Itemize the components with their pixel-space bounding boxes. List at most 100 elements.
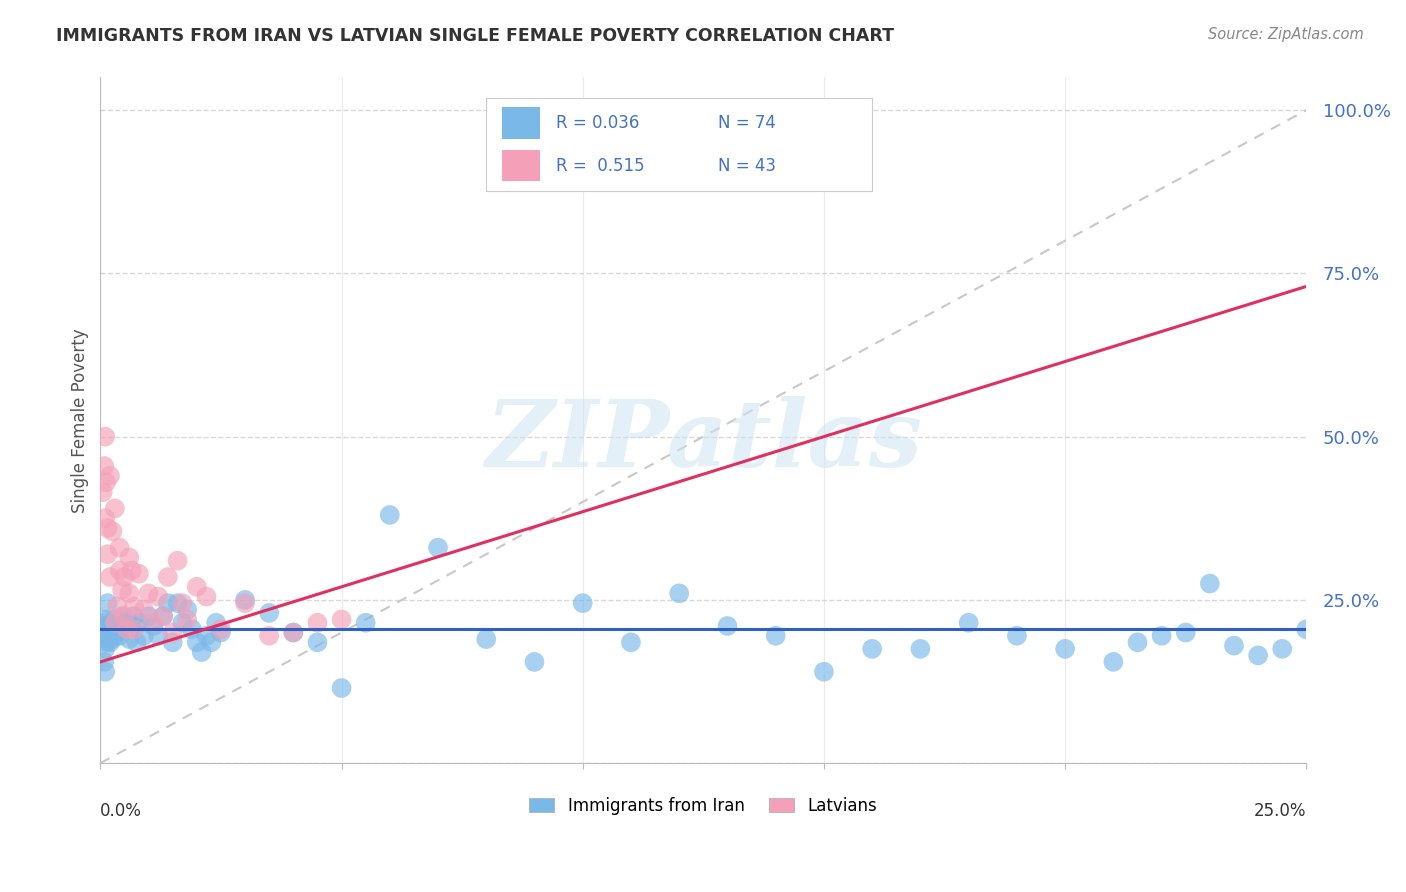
Immigrants from Iran: [668, 586, 690, 600]
Immigrants from Iran: [716, 619, 738, 633]
Latvians: [98, 570, 121, 584]
Latvians: [122, 622, 145, 636]
Latvians: [108, 541, 131, 555]
Immigrants from Iran: [205, 615, 228, 630]
Text: 0.0%: 0.0%: [100, 802, 142, 820]
Latvians: [148, 590, 170, 604]
Immigrants from Iran: [115, 615, 138, 630]
Latvians: [122, 599, 145, 614]
Immigrants from Iran: [93, 615, 115, 630]
Latvians: [114, 570, 136, 584]
Latvians: [118, 586, 141, 600]
Immigrants from Iran: [307, 635, 329, 649]
Latvians: [307, 615, 329, 630]
Immigrants from Iran: [1054, 641, 1077, 656]
Latvians: [98, 468, 121, 483]
Latvians: [101, 524, 124, 539]
Immigrants from Iran: [200, 635, 222, 649]
Immigrants from Iran: [186, 635, 208, 649]
Immigrants from Iran: [176, 602, 198, 616]
Latvians: [166, 554, 188, 568]
Immigrants from Iran: [354, 615, 377, 630]
Latvians: [114, 609, 136, 624]
Latvians: [121, 564, 143, 578]
Immigrants from Iran: [108, 629, 131, 643]
Immigrants from Iran: [427, 541, 450, 555]
Immigrants from Iran: [94, 612, 117, 626]
Immigrants from Iran: [98, 635, 121, 649]
Immigrants from Iran: [142, 619, 165, 633]
Immigrants from Iran: [104, 612, 127, 626]
Immigrants from Iran: [94, 665, 117, 679]
Latvians: [94, 475, 117, 490]
Immigrants from Iran: [957, 615, 980, 630]
Latvians: [105, 599, 128, 614]
Immigrants from Iran: [181, 622, 204, 636]
Latvians: [195, 590, 218, 604]
Immigrants from Iran: [910, 641, 932, 656]
Immigrants from Iran: [330, 681, 353, 695]
Immigrants from Iran: [571, 596, 593, 610]
Immigrants from Iran: [1271, 641, 1294, 656]
Immigrants from Iran: [257, 606, 280, 620]
Immigrants from Iran: [172, 615, 194, 630]
Latvians: [93, 458, 115, 473]
Immigrants from Iran: [1150, 629, 1173, 643]
Immigrants from Iran: [1126, 635, 1149, 649]
Immigrants from Iran: [1223, 639, 1246, 653]
Immigrants from Iran: [105, 625, 128, 640]
Immigrants from Iran: [101, 632, 124, 646]
Immigrants from Iran: [156, 596, 179, 610]
Immigrants from Iran: [190, 645, 212, 659]
Immigrants from Iran: [122, 609, 145, 624]
Latvians: [152, 609, 174, 624]
Latvians: [138, 586, 160, 600]
Latvians: [118, 550, 141, 565]
Immigrants from Iran: [152, 609, 174, 624]
Immigrants from Iran: [523, 655, 546, 669]
Latvians: [156, 570, 179, 584]
Text: IMMIGRANTS FROM IRAN VS LATVIAN SINGLE FEMALE POVERTY CORRELATION CHART: IMMIGRANTS FROM IRAN VS LATVIAN SINGLE F…: [56, 27, 894, 45]
Latvians: [104, 615, 127, 630]
Immigrants from Iran: [111, 609, 134, 624]
Latvians: [186, 580, 208, 594]
Immigrants from Iran: [121, 619, 143, 633]
Immigrants from Iran: [1005, 629, 1028, 643]
Y-axis label: Single Female Poverty: Single Female Poverty: [72, 328, 89, 513]
Immigrants from Iran: [162, 635, 184, 649]
Latvians: [132, 602, 155, 616]
Latvians: [104, 501, 127, 516]
Immigrants from Iran: [209, 625, 232, 640]
Immigrants from Iran: [94, 635, 117, 649]
Immigrants from Iran: [93, 619, 115, 633]
Immigrants from Iran: [148, 629, 170, 643]
Immigrants from Iran: [1174, 625, 1197, 640]
Immigrants from Iran: [1295, 622, 1317, 636]
Immigrants from Iran: [97, 596, 120, 610]
Latvians: [94, 511, 117, 525]
Latvians: [176, 612, 198, 626]
Text: Source: ZipAtlas.com: Source: ZipAtlas.com: [1208, 27, 1364, 42]
Immigrants from Iran: [1102, 655, 1125, 669]
Immigrants from Iran: [233, 592, 256, 607]
Latvians: [142, 615, 165, 630]
Immigrants from Iran: [813, 665, 835, 679]
Latvians: [283, 625, 305, 640]
Immigrants from Iran: [114, 622, 136, 636]
Immigrants from Iran: [860, 641, 883, 656]
Immigrants from Iran: [118, 632, 141, 646]
Immigrants from Iran: [1198, 576, 1220, 591]
Immigrants from Iran: [283, 625, 305, 640]
Immigrants from Iran: [765, 629, 787, 643]
Immigrants from Iran: [378, 508, 401, 522]
Immigrants from Iran: [104, 615, 127, 630]
Immigrants from Iran: [101, 629, 124, 643]
Immigrants from Iran: [94, 641, 117, 656]
Immigrants from Iran: [1247, 648, 1270, 663]
Immigrants from Iran: [620, 635, 643, 649]
Latvians: [209, 622, 232, 636]
Latvians: [128, 566, 150, 581]
Latvians: [97, 547, 120, 561]
Immigrants from Iran: [98, 619, 121, 633]
Latvians: [172, 596, 194, 610]
